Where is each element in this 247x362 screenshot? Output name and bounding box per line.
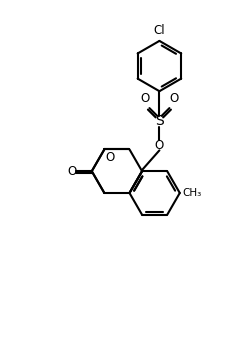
Text: CH₃: CH₃ — [183, 188, 202, 198]
Text: O: O — [105, 151, 115, 164]
Text: Cl: Cl — [154, 24, 165, 37]
Text: O: O — [169, 92, 178, 105]
Text: S: S — [155, 114, 164, 128]
Text: O: O — [155, 139, 164, 152]
Text: O: O — [67, 165, 77, 178]
Text: O: O — [140, 92, 150, 105]
